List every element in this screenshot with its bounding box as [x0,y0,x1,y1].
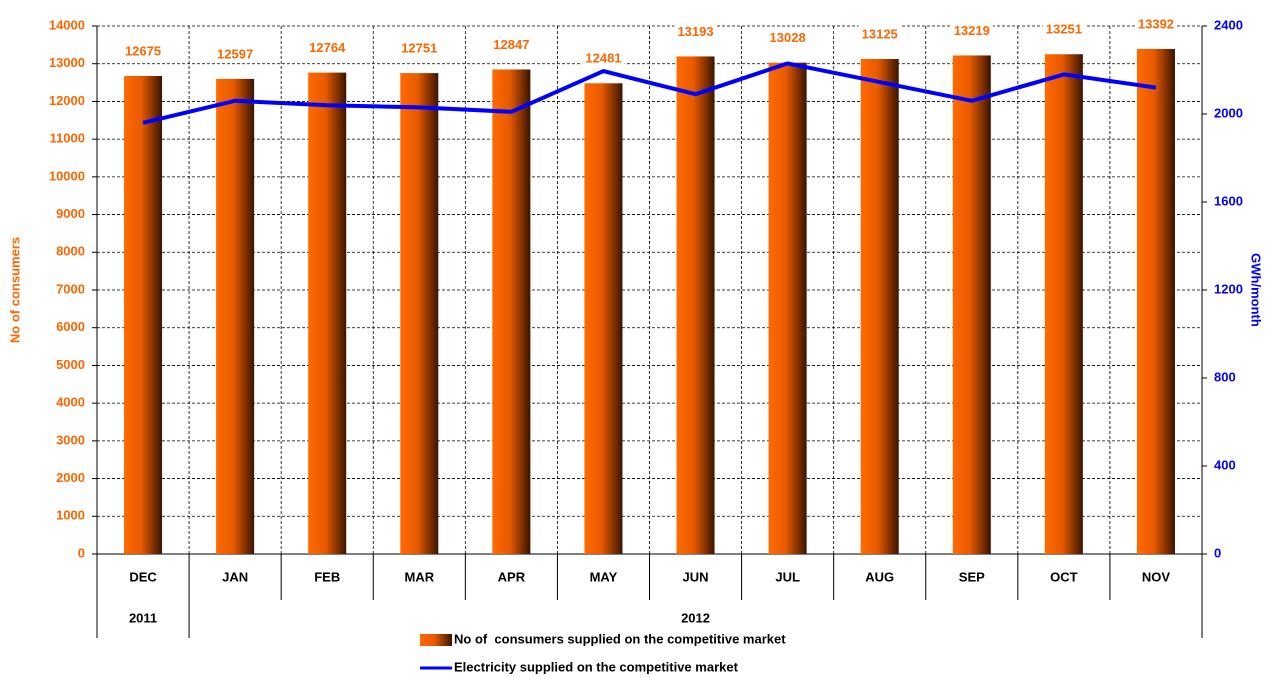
y-tick-label: 0 [78,545,85,560]
data-label-background [398,39,441,57]
x-tick-label: JUN [683,569,709,584]
y-axis-label: No of consumers [7,237,22,343]
line [142,61,1157,125]
bar [124,75,163,554]
bar [860,59,899,554]
data-label: 13219 [954,23,990,38]
bar [676,56,715,555]
y2-tick-label: 400 [1214,457,1236,472]
x-tick-label: JAN [222,569,248,584]
data-label: 13193 [677,24,713,39]
data-label: 12481 [585,51,621,66]
x-tick-label: AUG [865,569,894,584]
data-label: 13028 [770,30,806,45]
data-label: 13392 [1138,16,1174,31]
data-label-background [766,29,809,47]
y2-tick-label: 2400 [1214,17,1243,32]
bar [952,55,991,554]
y2-tick-label: 1600 [1214,193,1243,208]
y-tick-label: 2000 [56,470,85,485]
y-tick-label: 14000 [49,17,85,32]
x-group-label: 2011 [129,610,157,625]
y2-axis-label: GWh/month [1249,253,1264,327]
data-label-background [306,39,350,57]
data-label-background [214,45,257,63]
y-tick-label: 13000 [49,55,85,70]
y-tick-label: 5000 [56,357,85,372]
data-label: 12764 [309,40,346,55]
data-label: 12847 [493,37,529,52]
y2-tick-label: 1200 [1214,281,1243,296]
data-label: 12751 [401,41,437,56]
y2-tick-label: 0 [1214,545,1221,560]
y-tick-label: 10000 [49,168,85,183]
y-tick-label: 9000 [56,206,85,221]
x-tick-label: SEP [959,569,985,584]
data-label-background [674,22,717,40]
bar [308,72,347,554]
data-label-background [950,21,993,39]
x-tick-label: NOV [1142,569,1171,584]
bar [492,69,531,555]
x-tick-label: MAR [404,569,434,584]
legend-swatch [420,634,452,646]
y-tick-label: 7000 [56,281,85,296]
data-label-background [858,25,901,43]
y2-tick-label: 2000 [1214,105,1243,120]
y2-tick-label: 800 [1214,369,1236,384]
y-tick-label: 4000 [56,395,85,410]
y-tick-label: 1000 [56,508,85,523]
y-tick-label: 12000 [49,93,85,108]
data-label: 13251 [1046,22,1082,37]
legend-label: No of consumers supplied on the competit… [454,631,786,646]
data-label-background [490,35,533,53]
x-tick-label: JUL [775,569,800,584]
data-label-background [582,49,625,67]
x-group-label: 2012 [681,610,710,625]
data-label: 13125 [862,26,898,41]
y-tick-label: 11000 [50,131,85,146]
y-tick-label: 6000 [56,319,85,334]
data-label: 12597 [217,46,253,61]
y-tick-label: 3000 [56,432,85,447]
data-label: 12675 [125,43,161,58]
x-tick-label: OCT [1050,569,1078,584]
x-tick-label: MAY [590,569,618,584]
bar [400,73,439,555]
x-tick-label: APR [498,569,526,584]
y-tick-label: 8000 [56,244,85,259]
bar [216,78,255,554]
x-tick-label: FEB [314,569,340,584]
data-label-background [1042,20,1085,38]
data-label-background [121,42,165,60]
bar [1044,54,1083,555]
bar [584,83,623,555]
legend-label: Electricity supplied on the competitive … [454,659,739,674]
data-label-background [1134,15,1178,33]
bar [768,62,807,554]
bar [1136,48,1175,554]
x-tick-label: DEC [129,569,157,584]
